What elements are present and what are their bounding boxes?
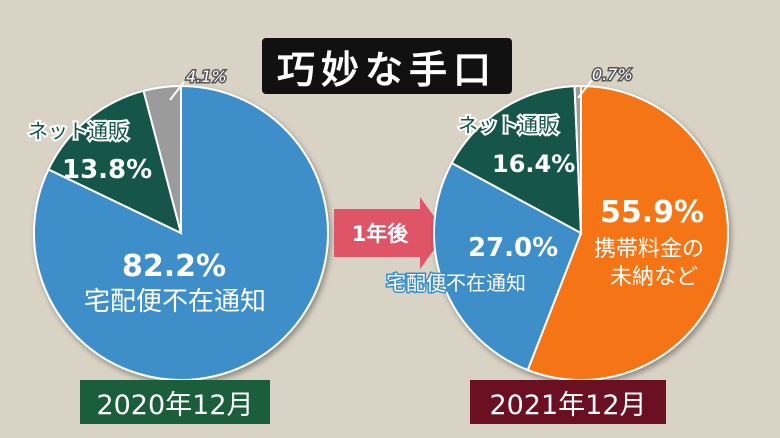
slice-value-0-7: 0.7% <box>592 65 633 84</box>
slice-value-82-2: 82.2% <box>122 249 226 284</box>
pie-chart-2021 <box>433 84 729 381</box>
slice-label-unpaid-line2: 未納など <box>610 265 698 290</box>
page-title: 巧妙な手口 <box>276 47 497 92</box>
date-text-2021: 2021年12月 <box>489 389 647 421</box>
date-label-2021: 2021年12月 <box>470 380 666 424</box>
arrow-label: 1年後 <box>352 222 410 246</box>
slice-label-unpaid-line1: 携帯料金の <box>594 237 704 262</box>
pie-labels-2020: 4.1% ネット通販 13.8% 82.2% 宅配便不在通知 <box>26 66 266 318</box>
pie-labels-2021: 0.7% ネット通販 16.4% 55.9% 携帯料金の 未納など 27.0% … <box>385 64 705 297</box>
leader-line-4-1 <box>169 81 185 101</box>
arrow-next-year: 1年後 <box>334 197 446 269</box>
pie-2021-slice-0 <box>526 84 729 381</box>
leader-line-0-7 <box>577 79 593 99</box>
slice-label-delivery-2020: 宅配便不在通知 <box>84 287 266 317</box>
date-text-2020: 2020年12月 <box>96 389 254 421</box>
pie-chart-2020 <box>33 84 329 381</box>
slice-value-27-0: 27.0% <box>468 233 558 263</box>
pie-2020-slice-1 <box>47 89 183 235</box>
pie-2021-slice-3 <box>573 84 582 234</box>
slice-value-55-9: 55.9% <box>600 195 704 230</box>
slice-value-16-4: 16.4% <box>492 150 575 178</box>
date-label-2020: 2020年12月 <box>80 380 270 424</box>
slice-label-delivery-2021: 宅配便不在通知 <box>386 271 526 295</box>
slice-value-13-8: 13.8% <box>62 155 152 185</box>
pie-2021-slice-2 <box>450 85 583 235</box>
slice-value-4-1: 4.1% <box>186 67 227 86</box>
title-banner: 巧妙な手口 <box>262 38 512 94</box>
pie-2021-slice-1 <box>433 161 583 372</box>
slice-label-net-shopping-2021: ネット通販 <box>458 113 558 137</box>
slice-label-net-shopping-2020: ネット通販 <box>28 119 128 143</box>
